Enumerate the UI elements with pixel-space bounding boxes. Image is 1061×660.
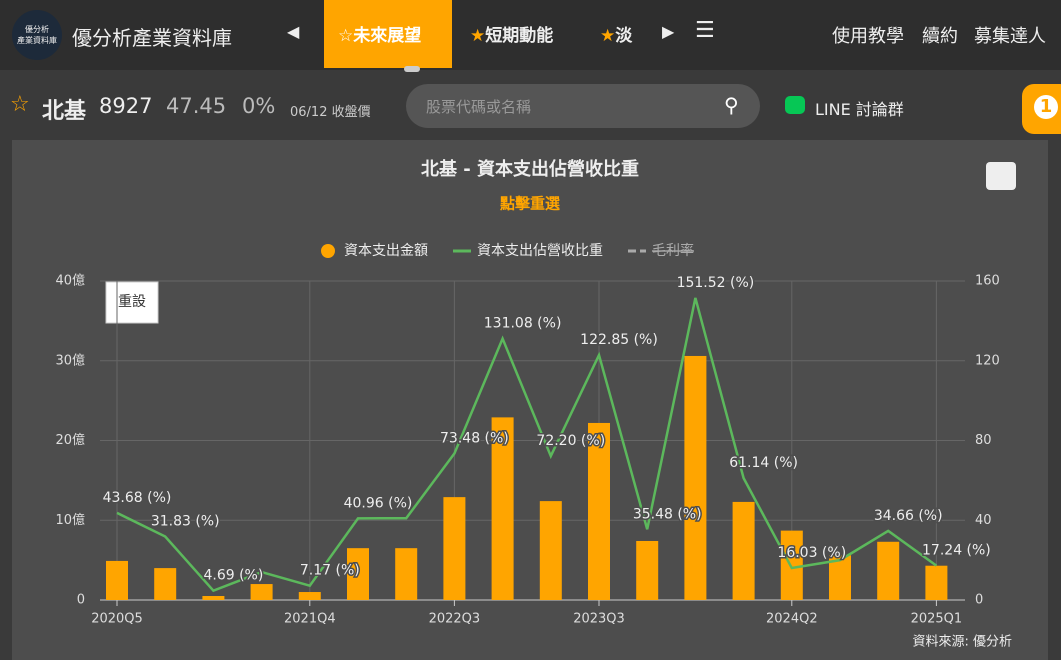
nav-link[interactable]: 使用教學 (832, 26, 904, 47)
x-tick-label: 2024Q2 (766, 612, 818, 627)
reset-button[interactable] (105, 281, 159, 324)
data-label: 31.83 (%) (151, 514, 220, 530)
export-menu[interactable] (986, 162, 1016, 190)
x-tick-label: 2022Q3 (429, 612, 481, 627)
tab-label: 淡 (615, 26, 633, 46)
logo-line: 產業資料庫 (17, 36, 57, 45)
source: 資料來源: 優分析 (912, 635, 1012, 650)
bar (539, 501, 562, 600)
x-tick-label: 2021Q4 (284, 612, 336, 627)
data-label: 35.48 (%) (633, 506, 702, 522)
data-label: 43.68 (%) (103, 490, 172, 506)
x-tick-label: 2025Q1 (911, 612, 963, 627)
tab[interactable]: ☆未來展望 (338, 26, 422, 46)
badge[interactable]: 1 (1022, 84, 1061, 134)
bar (202, 596, 225, 600)
data-label: 73.48 (%) (440, 430, 509, 446)
bar (347, 548, 369, 600)
site-name[interactable]: 優分析產業資料庫 (72, 26, 232, 50)
stock-code: 8927 (99, 94, 153, 118)
y-tick-label: 40億 (55, 273, 85, 289)
stock-change: 0% (242, 94, 276, 118)
chart-panel (12, 140, 1048, 660)
y2-tick-label: 160 (975, 274, 1000, 289)
y2-tick-label: 120 (975, 353, 1000, 368)
tab-label: 短期動能 (485, 26, 554, 46)
bar (588, 422, 610, 600)
logo-line: 優分析 (25, 25, 49, 34)
search-icon: ⚲ (724, 93, 739, 117)
bar (250, 584, 273, 600)
next-arrow[interactable]: ▶ (662, 22, 675, 41)
nav-link[interactable]: 續約 (922, 26, 958, 47)
top-bar: 優分析 產業資料庫 優分析產業資料庫 ◀ ☆未來展望 ★短期動能 ★淡 ▶ ☰ … (0, 0, 1061, 72)
data-label: 131.08 (%) (484, 316, 562, 332)
data-label: 34.66 (%) (874, 508, 943, 524)
nav-link[interactable]: 募集達人 (974, 26, 1046, 47)
bar (732, 501, 755, 600)
bar (298, 592, 321, 600)
tab[interactable]: ★短期動能 (470, 26, 554, 46)
chart-subtitle[interactable]: 點擊重選 (500, 195, 560, 213)
legend-swatch (321, 244, 335, 258)
prev-arrow[interactable]: ◀ (287, 22, 300, 41)
bar (443, 497, 466, 600)
data-label: 72.20 (%) (536, 433, 605, 449)
stock-name: 北基 (42, 99, 87, 124)
line (116, 297, 938, 593)
bar (106, 560, 128, 600)
badge-count: 1 (1034, 95, 1058, 119)
data-label: 4.69 (%) (203, 568, 263, 584)
bar (636, 540, 659, 600)
y2-tick-label: 0 (975, 593, 983, 608)
scroll-indicator (404, 66, 420, 72)
menu-icon[interactable]: ☰ (695, 18, 715, 43)
y2-tick-label: 40 (975, 513, 992, 528)
legend-label: 資本支出金額 (344, 243, 428, 259)
bar (154, 568, 177, 600)
bar (925, 565, 948, 600)
date-note: 06/12 收盤價 (290, 105, 371, 120)
bar (877, 541, 900, 600)
y-tick-label: 30億 (55, 352, 85, 368)
line-icon (785, 96, 805, 114)
y2-tick-label: 80 (975, 433, 992, 448)
data-label: 16.03 (%) (777, 545, 846, 561)
tab[interactable]: ★淡 (600, 26, 633, 46)
search-box[interactable]: 股票代碼或名稱 ⚲ (406, 84, 760, 128)
bar (780, 530, 803, 600)
bar (829, 555, 851, 600)
line-group[interactable]: LINE 討論群 (815, 100, 904, 119)
bar (684, 355, 707, 600)
reset-label: 重設 (118, 294, 146, 310)
active-tab-bg (324, 0, 452, 68)
y-tick-label: 20億 (55, 432, 85, 448)
data-label: 151.52 (%) (677, 275, 755, 291)
y-tick-label: 10億 (55, 512, 85, 528)
data-label: 7.17 (%) (300, 563, 360, 579)
data-label: 40.96 (%) (344, 495, 413, 511)
legend-label: 資本支出佔營收比重 (477, 243, 603, 259)
x-tick-label: 2023Q3 (573, 612, 625, 627)
x-tick-label: 2020Q5 (91, 612, 143, 627)
data-label: 61.14 (%) (729, 455, 798, 471)
data-label: 122.85 (%) (580, 332, 658, 348)
logo[interactable]: 優分析 產業資料庫 (12, 10, 62, 60)
chart-title: 北基 - 資本支出佔營收比重 (421, 158, 639, 180)
tab-label: 未來展望 (353, 26, 422, 46)
stock-price: 47.45 (166, 94, 227, 118)
data-label: 17.24 (%) (922, 543, 991, 559)
bar (491, 417, 514, 600)
favorite-star[interactable]: ☆ (10, 92, 30, 117)
search-placeholder: 股票代碼或名稱 (426, 98, 532, 116)
bar (395, 548, 418, 600)
legend-label-hidden: 毛利率 (652, 242, 694, 259)
y-tick-label: 0 (77, 593, 85, 608)
